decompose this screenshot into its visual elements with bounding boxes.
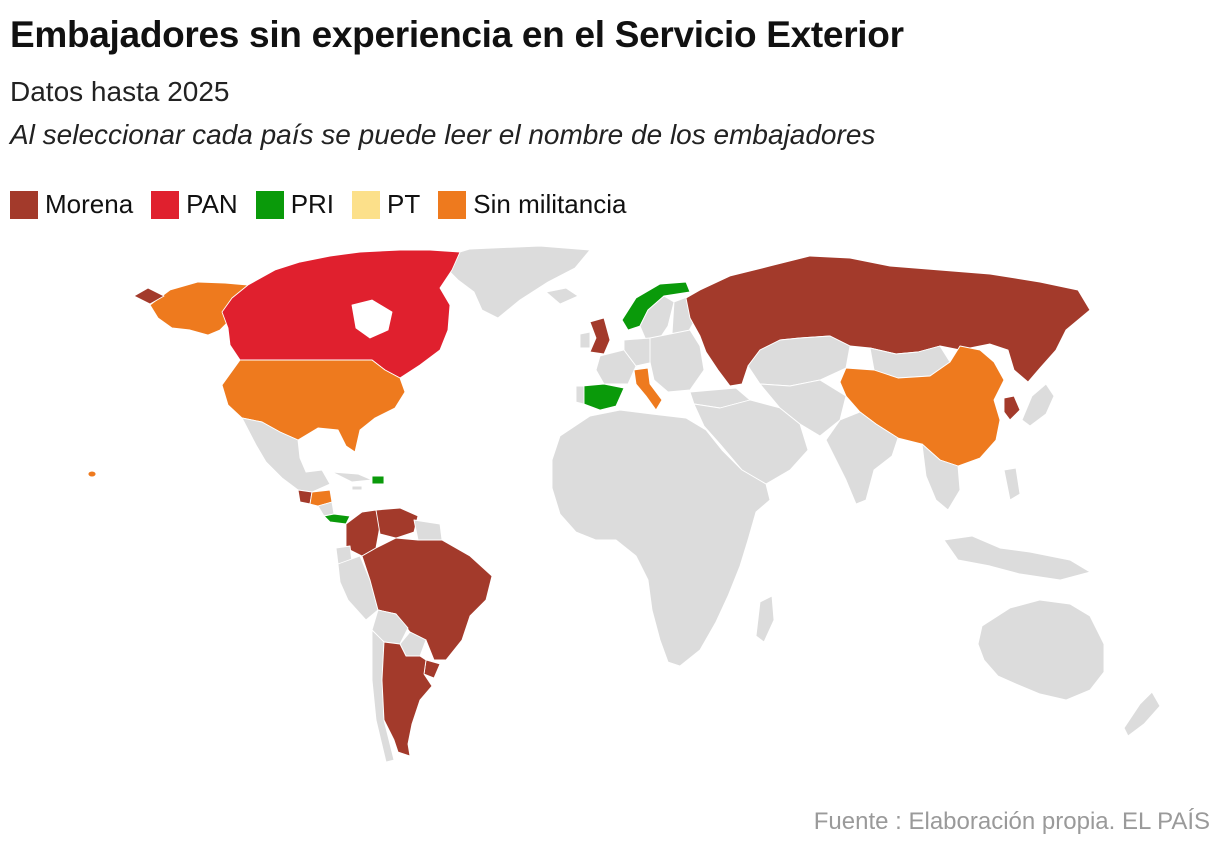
country-canada[interactable] bbox=[221, 249, 461, 379]
country-peru[interactable] bbox=[337, 555, 379, 621]
legend-item-pan: PAN bbox=[151, 189, 238, 220]
country-germany[interactable] bbox=[623, 337, 655, 367]
legend-label-pri: PRI bbox=[290, 189, 335, 219]
legend-label-pt: PT bbox=[387, 189, 421, 219]
legend-swatch-morena bbox=[10, 190, 38, 219]
legend-label-sin-militancia: Sin militancia bbox=[473, 189, 627, 219]
country-eastern-europe[interactable] bbox=[649, 329, 705, 393]
country-cuba[interactable] bbox=[331, 471, 373, 483]
country-italy[interactable] bbox=[633, 367, 663, 411]
country-mexico[interactable] bbox=[241, 417, 331, 493]
country-middle-east[interactable] bbox=[693, 399, 809, 485]
chart-title: Embajadores sin experiencia en el Servic… bbox=[10, 14, 904, 55]
legend-swatch-sin-militancia bbox=[438, 190, 467, 219]
country-ireland[interactable] bbox=[579, 331, 591, 349]
country-brazil[interactable] bbox=[361, 537, 493, 661]
country-japan[interactable] bbox=[1021, 383, 1055, 427]
country-iceland[interactable] bbox=[545, 287, 579, 305]
country-norway[interactable] bbox=[621, 281, 691, 331]
country-southeast-asia[interactable] bbox=[921, 443, 961, 511]
country-uk[interactable] bbox=[589, 317, 611, 355]
legend-item-pri: PRI bbox=[255, 189, 335, 220]
country-philippines[interactable] bbox=[1003, 467, 1021, 501]
legend-swatch-pt bbox=[352, 190, 381, 219]
country-guyanas[interactable] bbox=[413, 519, 443, 541]
chart-subtitle: Datos hasta 2025 bbox=[10, 76, 230, 107]
country-portugal[interactable] bbox=[575, 385, 585, 405]
country-russia-chukotka[interactable] bbox=[133, 287, 165, 305]
legend-item-morena: Morena bbox=[10, 189, 133, 220]
legend: Morena PAN PRI PT Sin militancia bbox=[10, 189, 626, 220]
country-jamaica[interactable] bbox=[351, 485, 363, 491]
country-russia[interactable] bbox=[685, 255, 1091, 387]
legend-swatch-pri bbox=[255, 190, 284, 219]
country-africa[interactable] bbox=[551, 409, 771, 667]
source-note: Fuente : Elaboración propia. EL PAÍS bbox=[813, 808, 1210, 835]
country-new-zealand[interactable] bbox=[1123, 691, 1161, 737]
country-dominican-republic[interactable] bbox=[371, 475, 385, 485]
country-argentina[interactable] bbox=[381, 641, 433, 757]
legend-label-morena: Morena bbox=[45, 189, 134, 219]
country-usa[interactable] bbox=[221, 359, 406, 453]
country-india[interactable] bbox=[825, 411, 899, 505]
country-uruguay[interactable] bbox=[423, 659, 441, 679]
country-spain[interactable] bbox=[581, 383, 625, 411]
chart-note: Al seleccionar cada país se puede leer e… bbox=[10, 119, 876, 150]
country-indonesia[interactable] bbox=[943, 535, 1091, 581]
legend-item-pt: PT bbox=[352, 189, 420, 220]
legend-item-sin-militancia: Sin militancia bbox=[438, 189, 626, 220]
legend-swatch-pan bbox=[151, 190, 180, 219]
country-greenland[interactable] bbox=[439, 245, 591, 319]
hudson-bay bbox=[351, 299, 393, 339]
country-panama[interactable] bbox=[323, 513, 351, 525]
country-venezuela[interactable] bbox=[375, 507, 419, 539]
country-australia[interactable] bbox=[977, 599, 1105, 701]
legend-label-pan: PAN bbox=[186, 189, 238, 219]
country-usa-hawaii[interactable] bbox=[87, 470, 97, 478]
country-madagascar[interactable] bbox=[755, 595, 775, 643]
world-map bbox=[87, 245, 1161, 763]
country-korea[interactable] bbox=[1003, 395, 1021, 421]
